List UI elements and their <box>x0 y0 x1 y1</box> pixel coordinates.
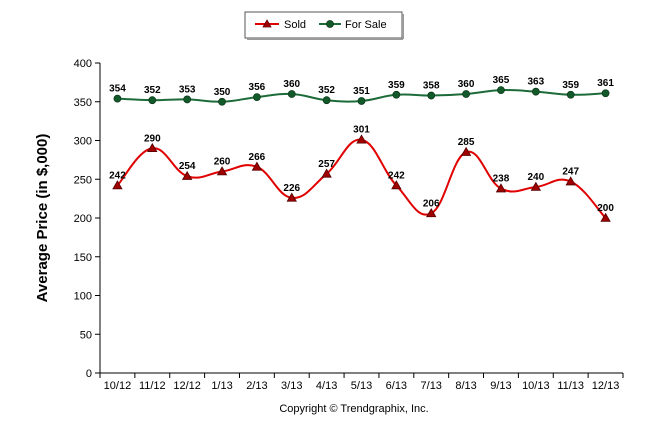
data-point <box>530 181 542 191</box>
data-point <box>391 180 402 190</box>
x-tick-label: 2/13 <box>246 380 267 392</box>
data-label: 352 <box>144 85 161 96</box>
legend-forsale-label: For Sale <box>345 19 387 31</box>
x-tick-label: 5/13 <box>351 380 372 392</box>
data-point <box>112 180 123 190</box>
x-tick-label: 10/12 <box>104 380 132 392</box>
series-sold: 242 290 254 260 266 226 257 301 242 206 285 238 240 2… <box>109 125 614 222</box>
data-label: 361 <box>597 78 614 89</box>
data-label: 359 <box>388 80 405 91</box>
data-point <box>113 94 122 103</box>
data-label: 358 <box>423 81 440 92</box>
data-point <box>321 168 332 178</box>
data-point <box>392 90 401 99</box>
data-point <box>147 142 158 153</box>
y-tick-label: 250 <box>74 174 92 186</box>
data-label: 266 <box>249 152 266 163</box>
data-label: 356 <box>249 82 266 93</box>
series-layer: 242 290 254 260 266 226 257 301 242 206 285 238 240 2… <box>109 75 614 222</box>
data-point <box>356 134 367 144</box>
x-tick-label: 11/12 <box>139 380 166 392</box>
data-label: 240 <box>527 172 544 183</box>
data-point <box>426 208 437 218</box>
axes <box>99 63 623 374</box>
y-tick-label: 300 <box>74 136 92 148</box>
data-point <box>216 166 228 176</box>
y-ticks: 0 50 100 150 200 250 300 350 400 <box>74 58 100 380</box>
data-point <box>148 96 157 105</box>
data-label: 301 <box>353 125 370 136</box>
data-point <box>286 192 297 202</box>
data-point <box>460 146 472 156</box>
x-tick-label: 3/13 <box>281 380 302 392</box>
data-point <box>531 87 540 96</box>
x-tick-label: 7/13 <box>421 380 442 392</box>
data-point <box>566 90 575 99</box>
copyright-footer: Copyright © Trendgraphix, Inc. <box>279 403 428 415</box>
x-tick-label: 12/12 <box>173 380 201 392</box>
x-tick-label: 11/13 <box>557 380 584 392</box>
legend-sold-label: Sold <box>284 19 306 31</box>
data-label: 226 <box>283 183 300 194</box>
x-tick-label: 9/13 <box>490 380 511 392</box>
data-point <box>322 96 331 105</box>
x-tick-label: 1/13 <box>211 380 232 392</box>
data-label: 290 <box>144 133 161 144</box>
y-tick-label: 0 <box>86 368 92 380</box>
data-label: 247 <box>562 167 579 178</box>
legend: Sold For Sale <box>244 11 404 40</box>
x-tick-label: 12/13 <box>592 380 620 392</box>
data-point <box>495 183 507 193</box>
data-point <box>181 170 193 180</box>
data-label: 354 <box>109 84 126 95</box>
data-label: 350 <box>214 87 231 98</box>
data-label: 351 <box>353 86 370 97</box>
data-point <box>462 90 471 98</box>
data-point <box>287 90 296 98</box>
data-point <box>601 89 610 98</box>
data-label: 359 <box>562 80 579 91</box>
data-label: 360 <box>283 79 300 90</box>
data-label: 353 <box>179 84 196 95</box>
data-label: 365 <box>493 75 510 86</box>
data-point <box>600 212 611 222</box>
x-ticks: 10/12 11/12 12/12 1/13 2/13 3/13 4/13 5/13 6/13 7… <box>99 373 624 392</box>
data-point <box>357 97 366 105</box>
data-label: 238 <box>493 174 510 185</box>
y-tick-label: 100 <box>74 291 92 303</box>
legend-sold-marker <box>262 19 272 28</box>
data-point <box>251 161 263 171</box>
series-for-sale: 354 352 353 350 356 360 352 351 359 358 360 365 363 3… <box>109 75 614 106</box>
data-point <box>218 97 226 106</box>
x-tick-label: 8/13 <box>455 380 476 392</box>
data-label: 254 <box>179 161 196 172</box>
data-point <box>565 176 576 186</box>
y-tick-label: 200 <box>74 213 92 225</box>
data-label: 360 <box>458 79 475 90</box>
data-label: 200 <box>597 203 614 214</box>
x-tick-label: 10/13 <box>522 380 550 392</box>
data-label: 257 <box>318 159 335 170</box>
data-label: 260 <box>214 157 231 168</box>
y-tick-label: 50 <box>80 329 92 341</box>
y-tick-label: 350 <box>74 97 92 109</box>
x-tick-label: 6/13 <box>386 380 407 392</box>
data-label: 285 <box>458 137 475 148</box>
x-tick-label: 4/13 <box>316 380 337 392</box>
y-tick-label: 150 <box>74 252 92 264</box>
data-label: 363 <box>527 77 544 88</box>
data-label: 206 <box>423 198 440 209</box>
data-point <box>427 91 436 100</box>
data-label: 242 <box>388 170 405 181</box>
data-point <box>252 93 261 101</box>
legend-forsale-marker <box>326 20 334 28</box>
data-label: 242 <box>109 170 126 181</box>
y-axis-title: Average Price (in $,000) <box>34 134 51 303</box>
data-point <box>183 95 192 104</box>
data-label: 352 <box>318 85 335 96</box>
y-tick-label: 400 <box>74 58 92 70</box>
data-point <box>497 86 505 95</box>
